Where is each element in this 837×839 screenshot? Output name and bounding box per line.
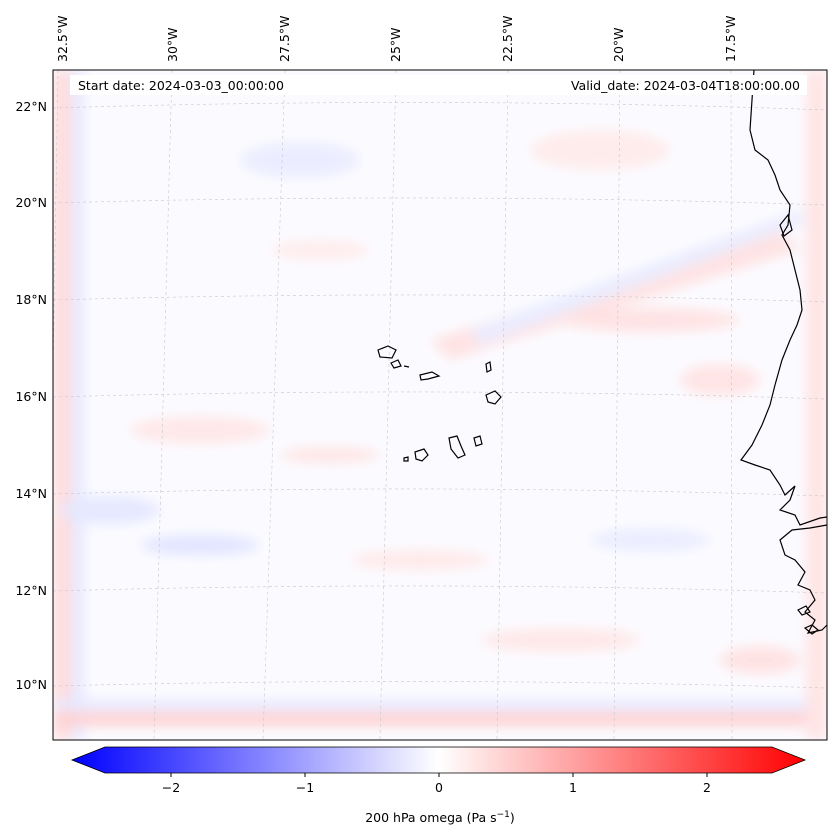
- valid-date-label: Valid_date: 2024-03-04T18:00:00.00: [571, 78, 800, 93]
- graticule: [53, 70, 827, 740]
- longitude-labels: 32.5°W 30°W 27.5°W 25°W 22.5°W 20°W 17.5…: [55, 16, 738, 62]
- lat-label-14n: 14°N: [15, 486, 47, 501]
- start-date-label: Start date: 2024-03-03_00:00:00: [78, 78, 284, 93]
- island-brava: [403, 456, 409, 462]
- colorbar-bar: [70, 746, 807, 774]
- island-maio: [473, 435, 483, 447]
- meridian-17-5w: [730, 70, 733, 740]
- lon-label-25w: 25°W: [388, 27, 403, 62]
- parallel-10n: [53, 681, 827, 689]
- colorbar-title-main: 200 hPa omega (Pa s: [365, 810, 496, 825]
- parallel-22n: [53, 102, 827, 111]
- colorbar-title-close: ): [510, 810, 515, 825]
- meridian-22-5w: [496, 70, 509, 740]
- colorbar: −2 −1 0 1 2 200 hPa omega (Pa s−1): [70, 746, 807, 825]
- colorbar-title-exponent: −1: [497, 810, 510, 820]
- latitude-labels: 22°N 20°N 18°N 16°N 14°N 12°N 10°N: [15, 99, 47, 692]
- tick-label-neg1: −1: [296, 780, 314, 795]
- cabo-verde-islands: [377, 345, 502, 462]
- meridian-27-5w: [262, 70, 286, 740]
- map-panel: Start date: 2024-03-03_00:00:00 Valid_da…: [52, 69, 828, 741]
- africa-coastline: [740, 69, 828, 526]
- parallel-12n: [53, 585, 827, 594]
- lat-label-16n: 16°N: [15, 389, 47, 404]
- lon-label-30w: 30°W: [165, 27, 180, 62]
- colorbar-title: 200 hPa omega (Pa s−1): [365, 810, 515, 825]
- lon-label-32-5w: 32.5°W: [55, 16, 70, 62]
- lat-label-12n: 12°N: [15, 583, 47, 598]
- map-frame: [52, 69, 828, 741]
- lat-label-22n: 22°N: [15, 99, 47, 114]
- parallel-14n: [53, 488, 827, 497]
- coastal-island-north: [779, 213, 793, 237]
- parallel-16n: [53, 391, 827, 400]
- lon-label-17-5w: 17.5°W: [723, 16, 738, 62]
- meridian-20w: [613, 70, 621, 740]
- colorbar-ticks: [170, 773, 708, 777]
- island-fogo: [414, 448, 429, 462]
- omega-field-shading: [53, 70, 827, 740]
- guinea-bissau-coast: [779, 524, 828, 634]
- island-boa-vista: [485, 390, 502, 405]
- island-santa-luzia: [403, 365, 410, 368]
- island-sal: [485, 361, 492, 373]
- island-sao-nicolau: [419, 371, 441, 381]
- tick-label-0: 0: [435, 780, 443, 795]
- island-santo-antao: [377, 345, 397, 359]
- parallel-18n: [53, 294, 827, 303]
- lat-label-20n: 20°N: [15, 195, 47, 210]
- meridian-25w: [379, 70, 397, 740]
- island-santiago: [448, 435, 466, 459]
- bijagos-island: [803, 624, 820, 635]
- coastlines: [740, 69, 828, 635]
- island-sao-vicente: [390, 359, 402, 369]
- parallel-20n: [53, 197, 827, 206]
- meridian-30w: [153, 70, 173, 740]
- coastal-island: [797, 605, 811, 616]
- lon-label-22-5w: 22.5°W: [500, 16, 515, 62]
- header-strip: [70, 75, 807, 95]
- tick-label-neg2: −2: [162, 780, 180, 795]
- lon-label-20w: 20°W: [611, 27, 626, 62]
- lon-label-27-5w: 27.5°W: [277, 16, 292, 62]
- tick-label-1: 1: [569, 780, 577, 795]
- map-background: [53, 70, 827, 740]
- lat-label-18n: 18°N: [15, 292, 47, 307]
- tick-label-2: 2: [703, 780, 711, 795]
- lat-label-10n: 10°N: [15, 677, 47, 692]
